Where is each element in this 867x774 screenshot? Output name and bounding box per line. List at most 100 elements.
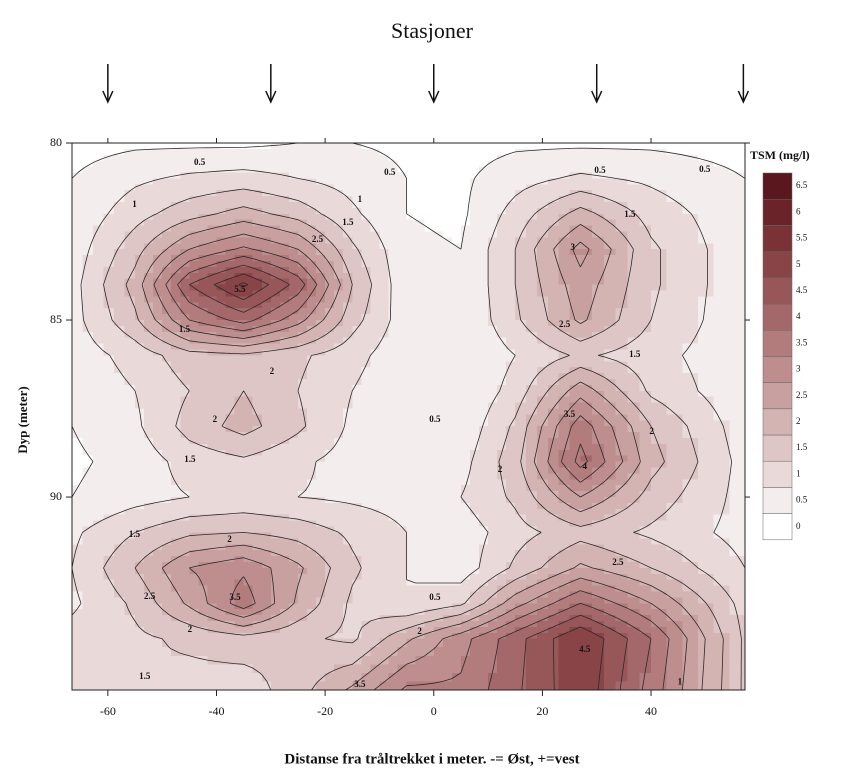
contour-cell [451,237,462,244]
contour-cell [406,202,417,209]
contour-cell [488,502,498,510]
contour-cell [93,178,105,185]
contour-cell [343,491,353,498]
contour-cell [415,508,426,516]
contour-cell [72,160,84,168]
contour-cell [135,320,145,327]
contour-cell [288,514,299,522]
contour-cell [713,467,730,475]
contour-cell [144,213,154,221]
contour-cell [180,461,190,469]
contour-cell [189,231,199,239]
contour-cell [225,349,236,357]
contour-cell [135,585,145,593]
contour-cell [225,467,236,475]
contour-cell [270,219,281,227]
contour-cell [406,597,417,604]
contour-cell [526,455,538,463]
contour-cell [713,320,730,327]
contour-cell [261,502,272,510]
contour-cell [388,538,399,545]
contour-cell [370,396,381,404]
contour-cell [334,573,344,581]
contour-cell [406,485,417,492]
contour-cell [144,420,154,427]
contour-cell [615,225,629,233]
contour-cell [334,314,344,321]
contour-cell [279,308,290,315]
contour-cell [451,502,462,510]
contour-cell [135,556,145,563]
contour-cell [424,172,435,180]
contour-cell [592,479,605,486]
contour-cell [124,160,136,168]
contour-cell [307,402,317,410]
contour-cell [698,308,715,315]
contour-cell [460,532,471,539]
contour-cell [72,479,84,486]
contour-cell [451,396,462,404]
contour-cell [515,532,527,539]
contour-cell [189,202,199,209]
contour-cell [547,331,560,339]
contour-cell [82,261,94,268]
contour-cell [370,497,381,504]
contour-cell [558,550,571,557]
contour-cell [189,296,199,303]
contour-cell [316,443,326,451]
contour-cell [180,520,190,528]
contour-cell [729,443,746,451]
contour-cell [536,272,549,280]
contour-cell [334,373,344,380]
contour-cell [469,154,480,162]
contour-cell [316,207,326,215]
contour-cell [397,290,408,298]
contour-cell [651,320,668,327]
contour-cell [234,361,245,368]
contour-cell [424,514,435,522]
contour-cell [558,331,571,339]
contour-cell [569,550,582,557]
contour-cell [93,532,105,539]
contour-cell [592,467,605,475]
contour-cell [379,184,390,191]
contour-cell [135,579,145,587]
contour-cell [682,190,699,197]
contour-cell [135,597,145,604]
contour-cell [297,414,308,421]
contour-cell [569,432,582,439]
contour-cell [352,532,362,539]
contour-cell [388,343,399,351]
contour-cell [469,420,480,427]
contour-cell [198,384,209,392]
contour-cell [424,166,435,174]
contour-cell [343,196,353,203]
contour-cell [334,420,344,427]
contour-cell [627,491,640,498]
contour-cell [469,402,480,410]
contour-cell [370,160,381,168]
contour-cell [370,414,381,421]
contour-cell [379,225,390,233]
contour-cell [460,414,471,421]
contour-cell [451,207,462,215]
contour-cell [615,231,629,239]
contour-cell [479,308,489,315]
contour-cell [279,432,290,439]
contour-cell [615,550,629,557]
contour-cell [627,355,640,362]
contour-cell [682,408,699,416]
contour-cell [580,390,593,398]
contour-cell [114,154,126,162]
contour-cell [153,325,163,333]
contour-cell [82,597,94,604]
contour-cell [433,160,444,168]
contour-cell [627,249,640,256]
contour-cell [288,591,299,598]
contour-cell [216,202,227,209]
contour-cell [252,455,263,463]
contour-cell [488,154,498,162]
contour-cell [379,508,390,516]
contour-cell [234,396,245,404]
contour-cell [488,455,498,463]
